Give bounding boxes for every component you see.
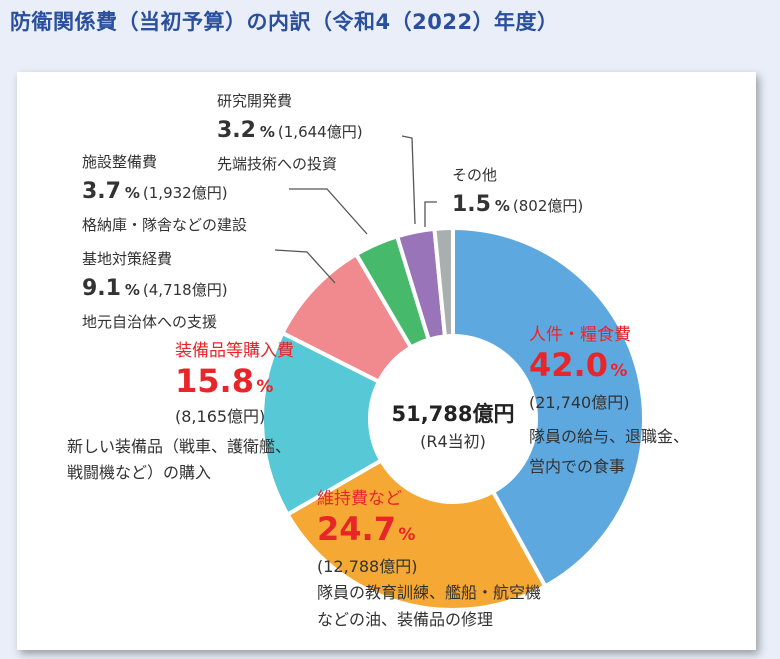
- slice-name-label: 装備品等購入費: [175, 341, 294, 361]
- slice-description-line: 営内での食事: [529, 457, 625, 476]
- pie-slice-0: [451, 225, 646, 589]
- percent-sign: %: [260, 123, 275, 141]
- slice-name-label: 施設整備費: [82, 153, 157, 171]
- percent-sign: %: [495, 197, 510, 215]
- percent-sign: %: [256, 377, 273, 397]
- center-sub-label: (R4当初): [420, 432, 486, 451]
- slice-amount-label: (802億円): [513, 197, 583, 215]
- slice-description-line: 地元自治体への支援: [82, 313, 217, 331]
- percent-sign: %: [125, 281, 140, 299]
- percent-sign: %: [125, 184, 140, 202]
- slice-name-label: 維持費など: [317, 489, 402, 509]
- center-total-label: 51,788億円: [391, 402, 514, 426]
- percent-sign: %: [398, 525, 415, 545]
- slice-name-label: 研究開発費: [217, 92, 292, 110]
- pie-slice-2: [260, 330, 384, 518]
- slice-percent-label: 3.7: [82, 179, 121, 204]
- slice-percent-label: 15.8: [175, 362, 254, 400]
- slice-percent-label: 3.2: [217, 118, 256, 143]
- slice-percent-label: 42.0: [529, 346, 608, 384]
- slice-description-line: 隊員の教育訓練、艦船・航空機: [317, 583, 541, 602]
- slice-description-line: 戦闘機など）の購入: [67, 463, 211, 482]
- chart-card: 51,788億円 (R4当初) 人件・糧食費 42.0% (21,740億円) 隊員の給与…: [17, 72, 756, 650]
- leader-line-6: [424, 201, 437, 227]
- slice-name-label: 人件・糧食費: [529, 325, 631, 345]
- percent-sign: %: [610, 361, 627, 381]
- pie-slice-1: [284, 457, 548, 612]
- slice-description-line: 新しい装備品（戦車、護衛艦、: [67, 437, 291, 456]
- slice-amount-label: (4,718億円): [143, 281, 228, 299]
- slice-name-label: 基地対策経費: [82, 250, 172, 268]
- slice-description-line: 隊員の給与、退職金、: [529, 427, 689, 446]
- slice-description-line: 先端技術への投資: [217, 155, 337, 173]
- leader-line-3: [274, 249, 336, 284]
- slice-amount-label: (12,788億円): [317, 557, 417, 576]
- slice-name-label: その他: [452, 166, 497, 184]
- slice-amount-label: (1,644億円): [278, 123, 363, 141]
- leader-line-4: [289, 188, 368, 235]
- slice-description-line: 格納庫・隊舎などの建設: [82, 216, 247, 234]
- slice-percent-label: 9.1: [82, 276, 121, 301]
- slice-amount-label: (21,740億円): [529, 393, 629, 412]
- page-title: 防衛関係費（当初予算）の内訳（令和4（2022）年度）: [10, 10, 559, 34]
- slice-percent-label: 24.7: [317, 510, 396, 548]
- leader-line-5: [401, 135, 416, 225]
- slice-percent-label: 1.5: [452, 192, 491, 217]
- slice-description-line: などの油、装備品の修理: [317, 610, 493, 629]
- slice-amount-label: (8,165億円): [175, 407, 265, 426]
- pie-slice-6: [432, 225, 456, 339]
- slice-amount-label: (1,932億円): [143, 184, 228, 202]
